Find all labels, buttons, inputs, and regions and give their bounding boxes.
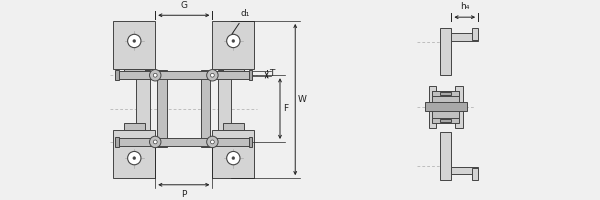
Bar [115, 138, 253, 146]
Bar [433, 118, 459, 123]
Bar [115, 71, 253, 79]
Bar [440, 28, 451, 75]
Text: T: T [269, 69, 275, 78]
Bar [440, 119, 451, 122]
Bar [433, 91, 459, 122]
Circle shape [154, 73, 157, 77]
Bar [115, 137, 119, 147]
Bar [124, 123, 145, 130]
Bar [212, 21, 254, 69]
Bar [212, 130, 254, 178]
Circle shape [206, 136, 218, 148]
Circle shape [154, 140, 157, 144]
Bar [248, 70, 253, 80]
Bar [201, 70, 211, 147]
Text: h₄: h₄ [460, 2, 469, 11]
Circle shape [227, 151, 240, 165]
Bar [115, 70, 119, 80]
Bar [218, 70, 232, 147]
Circle shape [211, 73, 214, 77]
Text: d₁: d₁ [232, 9, 250, 34]
Bar [248, 137, 253, 147]
Circle shape [232, 40, 235, 42]
Bar [433, 91, 459, 96]
Bar [472, 168, 478, 180]
Circle shape [133, 157, 136, 160]
Circle shape [149, 136, 161, 148]
Circle shape [206, 70, 218, 81]
Circle shape [227, 34, 240, 48]
Bar [440, 132, 451, 180]
Circle shape [128, 34, 141, 48]
Text: F: F [283, 104, 288, 113]
Circle shape [149, 70, 161, 81]
Bar [113, 21, 155, 69]
Bar [136, 70, 149, 147]
Bar [451, 33, 478, 41]
Bar [223, 123, 244, 130]
Bar [428, 86, 436, 128]
Circle shape [211, 140, 214, 144]
Text: G: G [181, 1, 187, 10]
Text: W: W [298, 95, 307, 104]
Bar [223, 69, 244, 76]
Bar [472, 28, 478, 40]
Bar [425, 102, 467, 111]
Bar [455, 86, 463, 128]
Circle shape [232, 157, 235, 160]
Circle shape [133, 40, 136, 42]
Text: P: P [181, 190, 187, 199]
Circle shape [128, 151, 141, 165]
Bar [451, 167, 478, 174]
Bar [157, 70, 167, 147]
Bar [113, 130, 155, 178]
Bar [440, 92, 451, 95]
Bar [124, 69, 145, 76]
